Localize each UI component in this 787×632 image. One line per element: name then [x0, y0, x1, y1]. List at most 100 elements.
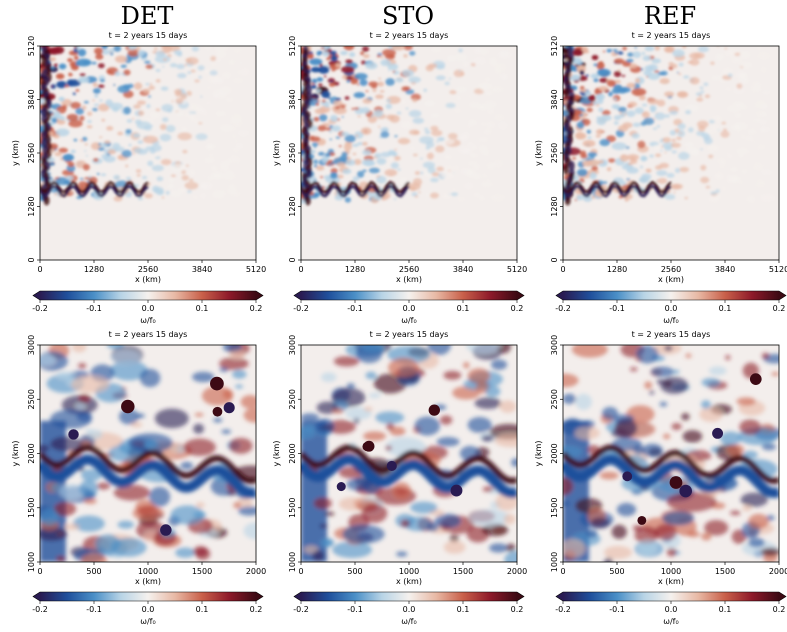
eddy — [336, 162, 346, 168]
eddy — [131, 117, 135, 120]
jet-negative — [301, 454, 517, 498]
eddy — [354, 131, 364, 139]
eddy — [489, 57, 497, 63]
eddy — [436, 437, 460, 447]
boundary-current — [40, 106, 47, 117]
eddy — [628, 101, 638, 107]
eddy — [184, 64, 187, 67]
colorbar-extend-max — [256, 592, 263, 601]
colorbar-tick-label: 0.2 — [773, 605, 786, 614]
eddy — [685, 109, 692, 115]
eddy — [222, 72, 232, 79]
eddy — [106, 345, 125, 349]
eddy — [361, 345, 385, 353]
eddy — [388, 151, 398, 157]
eddy — [68, 72, 73, 77]
eddy — [54, 501, 77, 516]
eddy — [132, 152, 136, 155]
eddy — [444, 81, 450, 86]
eddy — [183, 438, 216, 457]
x-tick-label: 1280 — [345, 265, 365, 274]
eddy — [435, 75, 446, 81]
eddy — [207, 86, 211, 89]
eddy — [311, 82, 315, 85]
eddy — [480, 181, 493, 188]
eddy — [180, 93, 187, 100]
eddy — [481, 122, 486, 126]
eddy — [666, 491, 717, 512]
eddy — [91, 61, 97, 65]
eddy — [759, 134, 763, 137]
eddy — [681, 116, 684, 118]
colorbar-extend-max — [517, 592, 524, 601]
eddy — [77, 48, 87, 57]
x-tick-label: 0 — [298, 265, 303, 274]
eddy — [161, 103, 174, 112]
colorbar-gradient — [301, 592, 517, 601]
eddy — [626, 110, 636, 118]
eddy — [215, 57, 222, 63]
eddy — [109, 360, 148, 381]
eddy — [342, 524, 385, 544]
eddy — [576, 168, 588, 177]
eddy — [443, 165, 453, 172]
eddy — [661, 145, 664, 148]
x-tick-label: 2000 — [769, 567, 787, 576]
colorbar-label: ω/f₀ — [140, 617, 155, 626]
eddy — [439, 137, 444, 141]
x-tick-label: 3840 — [453, 265, 473, 274]
y-tick-label: 1280 — [550, 196, 559, 216]
eddy — [571, 57, 583, 65]
eddy — [221, 190, 225, 194]
boundary-current — [563, 49, 570, 60]
eddy — [423, 88, 427, 92]
eddy — [598, 85, 609, 92]
eddy — [638, 95, 646, 101]
eddy — [328, 97, 332, 99]
eddy — [473, 193, 480, 197]
eddy — [739, 51, 751, 59]
eddy — [66, 113, 79, 121]
eddy — [431, 172, 440, 177]
eddy — [760, 169, 773, 176]
eddy — [467, 124, 471, 128]
eddy — [563, 538, 586, 558]
eddy — [736, 147, 749, 155]
eddy — [425, 141, 435, 148]
eddy — [582, 139, 596, 148]
eddy — [382, 49, 396, 57]
eddy — [363, 406, 373, 412]
colorbar-tick-label: 0.1 — [196, 304, 209, 313]
eddy — [676, 71, 679, 74]
x-tick-label: 3840 — [715, 265, 735, 274]
panel-title: t = 2 years 15 days — [370, 31, 449, 40]
eddy — [53, 63, 58, 67]
eddy — [362, 169, 367, 173]
eddy — [651, 58, 662, 64]
eddy — [170, 505, 205, 525]
colorbar-extend-max — [256, 291, 263, 300]
eddy — [114, 71, 121, 77]
eddy — [223, 173, 234, 180]
eddy — [322, 51, 330, 57]
eddy — [341, 116, 344, 118]
eddy — [61, 104, 67, 110]
eddy — [61, 99, 73, 107]
eddy — [160, 158, 172, 166]
eddy — [219, 144, 223, 147]
eddy — [72, 92, 76, 95]
eddy — [240, 68, 250, 76]
eddy — [668, 66, 674, 71]
eddy — [436, 140, 439, 143]
eddy — [733, 87, 745, 94]
eddy — [582, 160, 593, 167]
colorbar-tick-label: 0.2 — [250, 605, 263, 614]
eddy — [603, 181, 608, 184]
x-tick-label: 1500 — [453, 567, 473, 576]
colorbar-label: ω/f₀ — [401, 316, 416, 325]
eddy — [236, 161, 240, 163]
eddy — [700, 148, 703, 151]
eddy — [81, 105, 87, 110]
x-tick-label: 1000 — [138, 567, 158, 576]
eddy — [335, 136, 341, 139]
